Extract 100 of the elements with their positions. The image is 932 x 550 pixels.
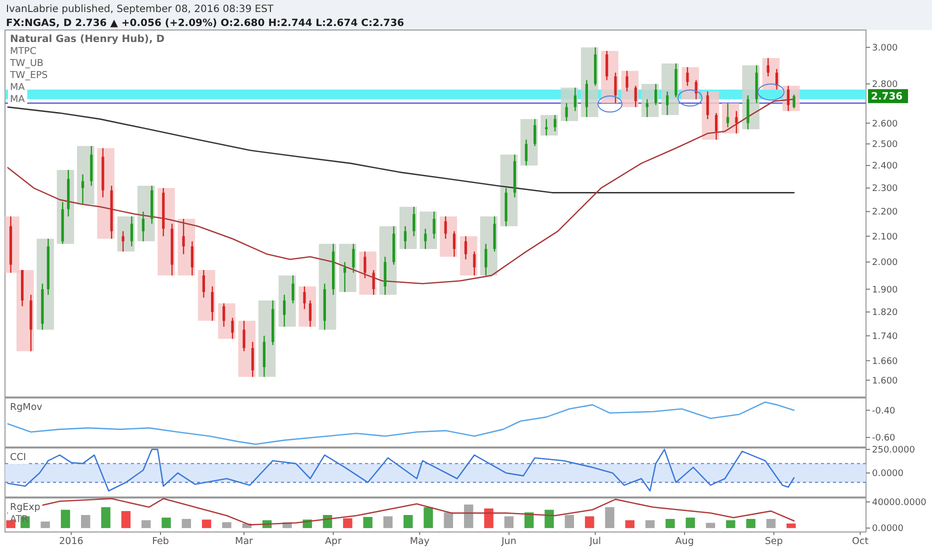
bar — [383, 516, 393, 528]
x-tick-label: 2016 — [59, 536, 84, 547]
candlestick — [81, 174, 84, 206]
candlestick — [308, 300, 312, 328]
y-tick-label: 2.400 — [872, 162, 898, 172]
annotation: MTPC — [10, 46, 37, 57]
candlestick — [283, 294, 286, 328]
candlestick — [775, 68, 778, 90]
bar — [766, 518, 776, 528]
y-tick-label: 250.0000 — [872, 446, 916, 456]
annotation: MA — [10, 94, 26, 105]
y-tick-label: 40000.0000 — [872, 498, 927, 508]
candlestick — [634, 85, 637, 108]
candlestick — [202, 269, 205, 298]
candlestick — [372, 269, 375, 296]
candlestick — [412, 206, 416, 237]
x-tick-label: Jul — [588, 536, 602, 547]
bar — [141, 520, 151, 528]
candlestick — [565, 102, 568, 122]
bar — [504, 516, 514, 528]
candlestick — [364, 250, 366, 279]
annotation: MA — [10, 82, 26, 93]
bar — [343, 518, 352, 528]
bar — [121, 511, 131, 528]
bar — [686, 518, 695, 528]
x-tick-label: Oct — [852, 536, 869, 547]
candlestick — [231, 317, 234, 340]
candlestick — [792, 94, 796, 109]
y-tick-label: 2.100 — [872, 232, 898, 242]
candlestick — [574, 87, 576, 112]
candlestick — [222, 302, 226, 328]
bar — [424, 507, 433, 528]
candlestick — [292, 274, 294, 304]
bar — [746, 518, 756, 528]
text: 2.736 — [871, 92, 903, 103]
candlestick — [122, 230, 124, 252]
bar — [726, 520, 736, 528]
bar — [6, 520, 16, 528]
candlestick — [303, 286, 306, 310]
candlestick — [714, 112, 718, 140]
y-tick-label: 0.0000 — [872, 469, 904, 480]
x-tick-label: Jun — [500, 536, 516, 547]
chart-title: IvanLabrie published, September 08, 2016 08:39 EST — [6, 4, 274, 15]
candlestick — [424, 228, 427, 250]
bar — [625, 520, 634, 528]
y-tick-label: 2.500 — [872, 140, 898, 150]
candlestick — [211, 286, 214, 322]
y-tick-label: 1.660 — [872, 356, 898, 367]
y-tick-label: 2.600 — [872, 119, 898, 130]
bar — [706, 522, 716, 528]
x-tick-label: Aug — [675, 536, 694, 547]
y-tick-label: 1.900 — [872, 285, 898, 296]
candlestick — [444, 216, 447, 240]
x-tick-label: Apr — [325, 536, 342, 547]
bar — [222, 522, 232, 528]
candlestick — [404, 226, 407, 250]
y-tick-label: 3.000 — [872, 44, 898, 54]
y-tick-label: 2.200 — [872, 208, 898, 218]
candlestick — [484, 243, 488, 276]
y-tick-label: 0.0000 — [872, 524, 904, 534]
bar — [444, 512, 454, 528]
candlestick — [626, 70, 628, 92]
candlestick — [554, 114, 556, 132]
candlestick — [130, 216, 133, 247]
candlestick — [706, 90, 709, 120]
y-tick-label: 1.820 — [872, 308, 898, 318]
bar — [605, 507, 614, 528]
candlestick — [464, 236, 468, 260]
line-series — [7, 448, 795, 492]
candlestick — [646, 98, 648, 118]
bar — [584, 516, 594, 528]
candlestick — [746, 94, 750, 130]
candlestick — [766, 57, 770, 77]
x-tick-label: Feb — [152, 536, 169, 547]
line-series — [7, 498, 795, 526]
annotation: ATR — [10, 514, 29, 525]
chart-title: CCI — [10, 452, 26, 463]
bar — [40, 522, 50, 528]
line-series — [7, 401, 795, 445]
candlestick — [473, 250, 476, 276]
chart-subtitle: FX:NGAS, D 2.736 ▲ +0.056 (+2.09%) O:2.680 H:2.744 L:2.674 C:2.736 — [6, 18, 404, 29]
annotation: TW_EPS — [9, 70, 48, 81]
annotation: Natural Gas (Henry Hub), D — [10, 34, 165, 45]
bar — [162, 518, 171, 528]
x-tick-label: Sep — [764, 536, 783, 547]
candlestick — [432, 210, 436, 240]
bar — [786, 524, 796, 528]
x-tick-label: Mar — [235, 536, 254, 547]
y-tick-label: 2.300 — [872, 184, 898, 194]
candlestick — [142, 210, 145, 242]
candlestick — [352, 243, 355, 274]
bar — [60, 510, 70, 528]
bar — [666, 518, 675, 528]
chart-title: RgExp — [10, 502, 40, 513]
x-tick-label: May — [410, 536, 430, 547]
candlestick — [585, 80, 588, 118]
y-tick-label: 1.600 — [872, 376, 898, 386]
bar — [464, 504, 474, 528]
bar — [202, 520, 212, 528]
candlestick — [686, 66, 689, 86]
